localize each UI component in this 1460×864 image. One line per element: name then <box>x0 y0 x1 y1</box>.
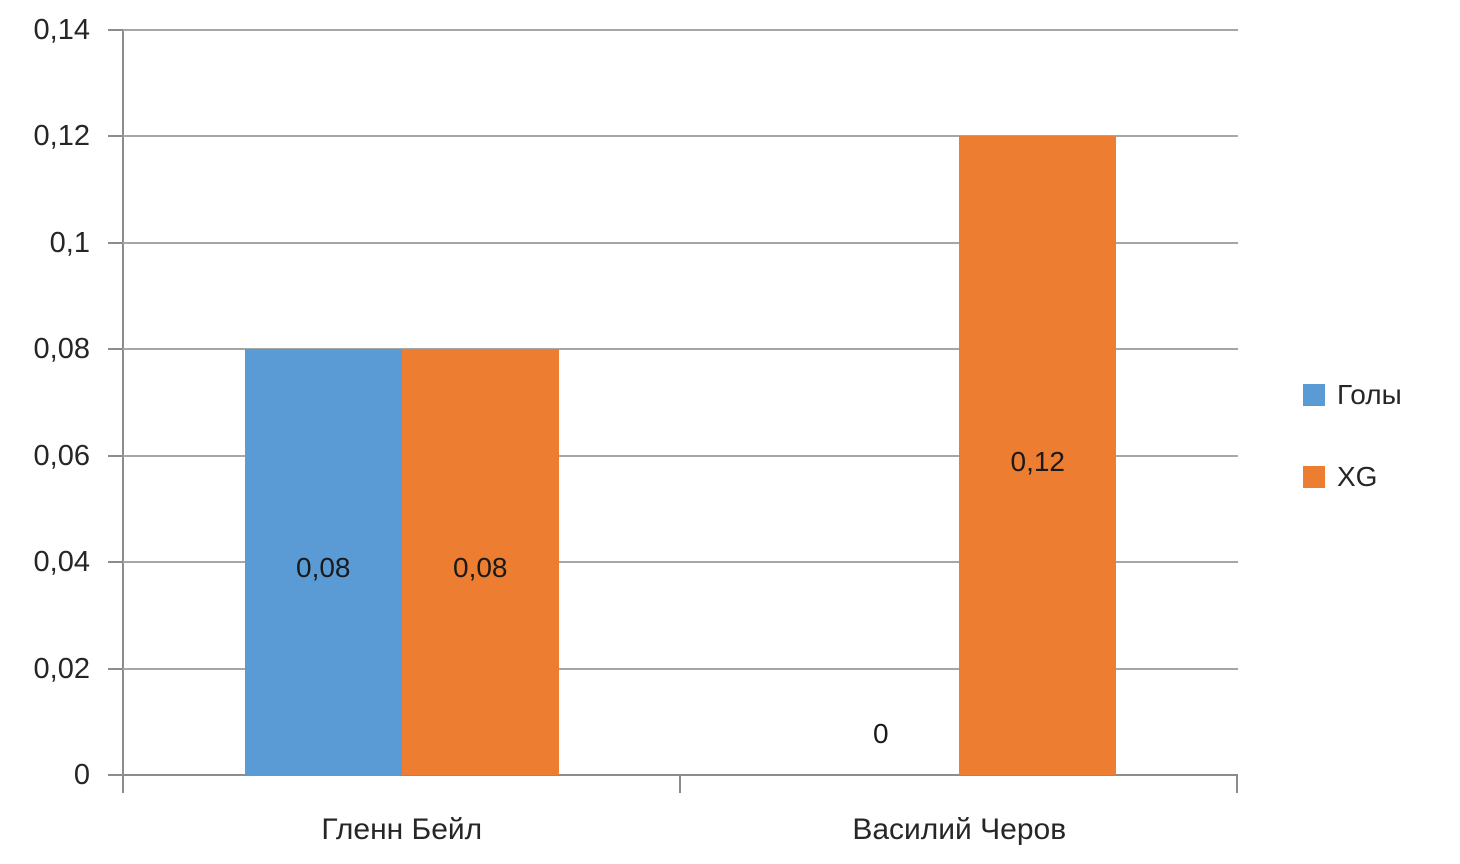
x-axis-tick-right <box>1236 775 1238 793</box>
category-label: Гленн Бейл <box>321 813 483 846</box>
y-axis-tick <box>108 561 123 564</box>
bar-value-label: 0,12 <box>1010 445 1066 477</box>
y-axis-tick <box>108 774 123 776</box>
y-axis-tick <box>108 348 123 351</box>
y-axis-tick-label: 0,02 <box>33 652 90 685</box>
gridline <box>123 454 1238 457</box>
y-axis-tick-label: 0,14 <box>33 14 90 46</box>
bar-value-label: 0,08 <box>453 552 508 584</box>
y-axis-tick-label: 0 <box>73 759 90 791</box>
gridline <box>123 135 1238 138</box>
legend: Голы XG <box>1303 379 1402 546</box>
bar-value-label: 0 <box>872 718 889 749</box>
x-axis-line <box>108 774 1238 776</box>
y-axis-tick <box>108 454 123 457</box>
y-axis-tick <box>108 29 123 31</box>
legend-swatch-goals-icon <box>1303 384 1325 406</box>
legend-label-goals: Голы <box>1337 379 1402 410</box>
y-axis-line <box>122 30 124 793</box>
y-axis-tick <box>108 135 123 138</box>
bar-XG-1 <box>401 349 559 775</box>
legend-item-goals: Голы <box>1303 379 1402 410</box>
y-axis-tick <box>108 667 123 670</box>
legend-swatch-xg-icon <box>1303 466 1325 488</box>
gridline <box>123 561 1238 564</box>
y-axis-tick-label: 0,08 <box>33 333 90 366</box>
gridline <box>123 29 1238 31</box>
x-axis-tick-middle <box>679 775 681 793</box>
y-axis-tick-label: 0,12 <box>33 120 90 153</box>
gridline <box>123 667 1238 670</box>
bar-XG-2 <box>959 136 1117 775</box>
y-axis-tick-label: 0,1 <box>49 226 90 259</box>
gridline <box>123 348 1238 351</box>
category-label: Василий Черов <box>852 813 1067 846</box>
bar-value-label: 0,08 <box>296 552 351 584</box>
gridline <box>123 241 1238 244</box>
y-axis-tick-label: 0,04 <box>33 546 90 579</box>
legend-label-xg: XG <box>1337 461 1378 492</box>
bar-Голы-1 <box>244 349 402 775</box>
legend-item-xg: XG <box>1303 461 1402 492</box>
y-axis-tick <box>108 241 123 244</box>
y-axis-tick-label: 0,06 <box>33 439 90 472</box>
